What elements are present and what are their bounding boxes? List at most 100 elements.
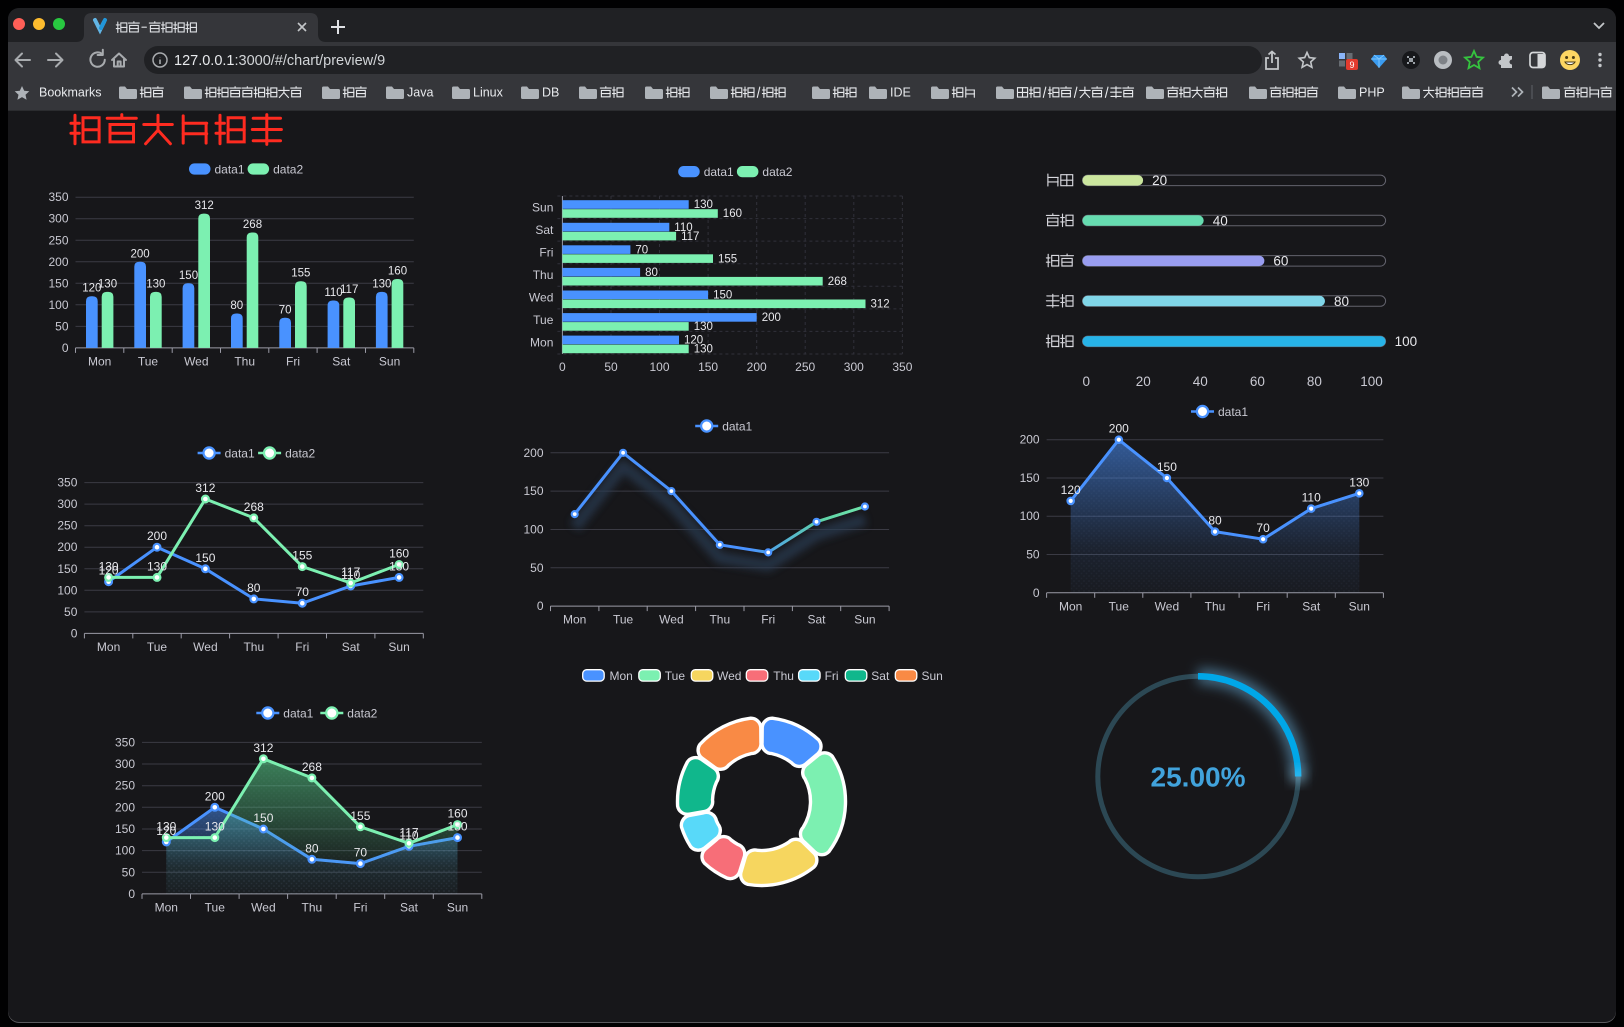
svg-text:Thu: Thu (234, 354, 255, 368)
svg-text:Tue: Tue (205, 900, 226, 914)
svg-text:Thu: Thu (243, 640, 264, 654)
svg-text:DB: DB (542, 86, 559, 100)
svg-text:Mon: Mon (97, 640, 120, 654)
svg-text:50: 50 (1026, 548, 1040, 562)
svg-text:150: 150 (195, 551, 215, 565)
svg-text:200: 200 (205, 789, 225, 803)
svg-text:Bookmarks: Bookmarks (39, 86, 102, 100)
svg-text:60: 60 (1250, 374, 1265, 389)
svg-text:data1: data1 (283, 706, 313, 720)
svg-text:80: 80 (645, 267, 658, 279)
svg-text:200: 200 (747, 360, 767, 374)
svg-text:data1: data1 (704, 165, 734, 179)
svg-text:Wed: Wed (717, 669, 741, 683)
svg-text:data2: data2 (285, 446, 315, 460)
svg-text:0: 0 (71, 626, 78, 640)
svg-text:Wed: Wed (659, 613, 683, 627)
svg-text:200: 200 (147, 529, 167, 543)
svg-text:350: 350 (892, 360, 912, 374)
svg-text:117: 117 (681, 231, 699, 243)
svg-text:50: 50 (55, 319, 69, 333)
svg-text:PHP: PHP (1359, 86, 1385, 100)
svg-text:Tue: Tue (533, 313, 554, 327)
svg-text:Wed: Wed (193, 640, 217, 654)
svg-text:IDE: IDE (890, 86, 911, 100)
svg-text:50: 50 (64, 605, 78, 619)
svg-text:110: 110 (341, 568, 360, 582)
svg-text:350: 350 (48, 190, 68, 204)
svg-text:Fri: Fri (286, 354, 300, 368)
svg-text:data1: data1 (722, 419, 752, 433)
svg-text:70: 70 (354, 846, 368, 860)
svg-text:Sun: Sun (854, 613, 875, 627)
svg-text:Sat: Sat (535, 223, 554, 237)
svg-text:60: 60 (1273, 254, 1288, 269)
svg-text:130: 130 (98, 278, 117, 290)
svg-text:120: 120 (82, 283, 101, 295)
svg-text:Sun: Sun (388, 640, 409, 654)
svg-text:0: 0 (128, 887, 135, 901)
svg-text:110: 110 (324, 287, 342, 299)
svg-text:Sun: Sun (447, 900, 468, 914)
svg-text:100: 100 (1395, 334, 1418, 349)
svg-text:data1: data1 (225, 446, 255, 460)
svg-text:312: 312 (195, 200, 214, 212)
svg-text:20: 20 (1152, 173, 1167, 188)
svg-text:100: 100 (57, 583, 77, 597)
svg-text:250: 250 (57, 519, 77, 533)
svg-text:100: 100 (523, 523, 543, 537)
svg-text:200: 200 (115, 800, 135, 814)
svg-text:150: 150 (1157, 460, 1177, 474)
svg-text:Tue: Tue (665, 669, 686, 683)
svg-text:25.00%: 25.00% (1151, 762, 1246, 793)
svg-text:Mon: Mon (155, 900, 178, 914)
svg-text:40: 40 (1213, 213, 1228, 228)
svg-text:Fri: Fri (353, 900, 367, 914)
svg-text:160: 160 (723, 208, 742, 220)
svg-text:Wed: Wed (184, 354, 208, 368)
svg-text:155: 155 (718, 253, 737, 265)
svg-text:250: 250 (48, 233, 68, 247)
svg-text:Thu: Thu (302, 900, 323, 914)
svg-text:150: 150 (115, 822, 135, 836)
svg-text:Tue: Tue (613, 613, 634, 627)
svg-text:Sun: Sun (922, 669, 943, 683)
svg-text:Wed: Wed (251, 900, 275, 914)
svg-text:Mon: Mon (530, 336, 553, 350)
svg-text:130: 130 (389, 559, 409, 573)
svg-text:70: 70 (1256, 521, 1270, 535)
svg-text:200: 200 (131, 248, 150, 260)
svg-text:0: 0 (1033, 586, 1040, 600)
svg-text:80: 80 (247, 581, 261, 595)
svg-text:Fri: Fri (1256, 599, 1270, 613)
svg-text:Sat: Sat (332, 354, 351, 368)
svg-text:Sun: Sun (379, 354, 400, 368)
svg-text:Sat: Sat (1302, 599, 1321, 613)
svg-text:120: 120 (156, 824, 176, 838)
svg-text:50: 50 (604, 360, 618, 374)
svg-text:120: 120 (684, 335, 703, 347)
svg-text:130: 130 (205, 820, 225, 834)
svg-text:data2: data2 (347, 706, 377, 720)
svg-text:110: 110 (674, 222, 692, 234)
svg-text:300: 300 (57, 497, 77, 511)
svg-text:Sat: Sat (400, 900, 419, 914)
svg-text:Fri: Fri (761, 613, 775, 627)
svg-text:70: 70 (279, 304, 292, 316)
svg-text:Sat: Sat (871, 669, 890, 683)
svg-text:130: 130 (146, 278, 165, 290)
svg-text:Mon: Mon (610, 669, 633, 683)
svg-text:300: 300 (115, 757, 135, 771)
svg-text:Tue: Tue (1109, 599, 1130, 613)
svg-text:100: 100 (1020, 509, 1040, 523)
svg-text:80: 80 (1334, 294, 1349, 309)
svg-text:70: 70 (635, 244, 648, 256)
svg-text:data1: data1 (1218, 405, 1248, 419)
svg-text:9: 9 (1349, 60, 1354, 70)
svg-text:130: 130 (372, 278, 391, 290)
svg-text:Sat: Sat (807, 613, 826, 627)
svg-text:20: 20 (1136, 374, 1151, 389)
svg-text:117: 117 (340, 284, 358, 296)
svg-text:130: 130 (147, 559, 167, 573)
svg-text:200: 200 (57, 540, 77, 554)
